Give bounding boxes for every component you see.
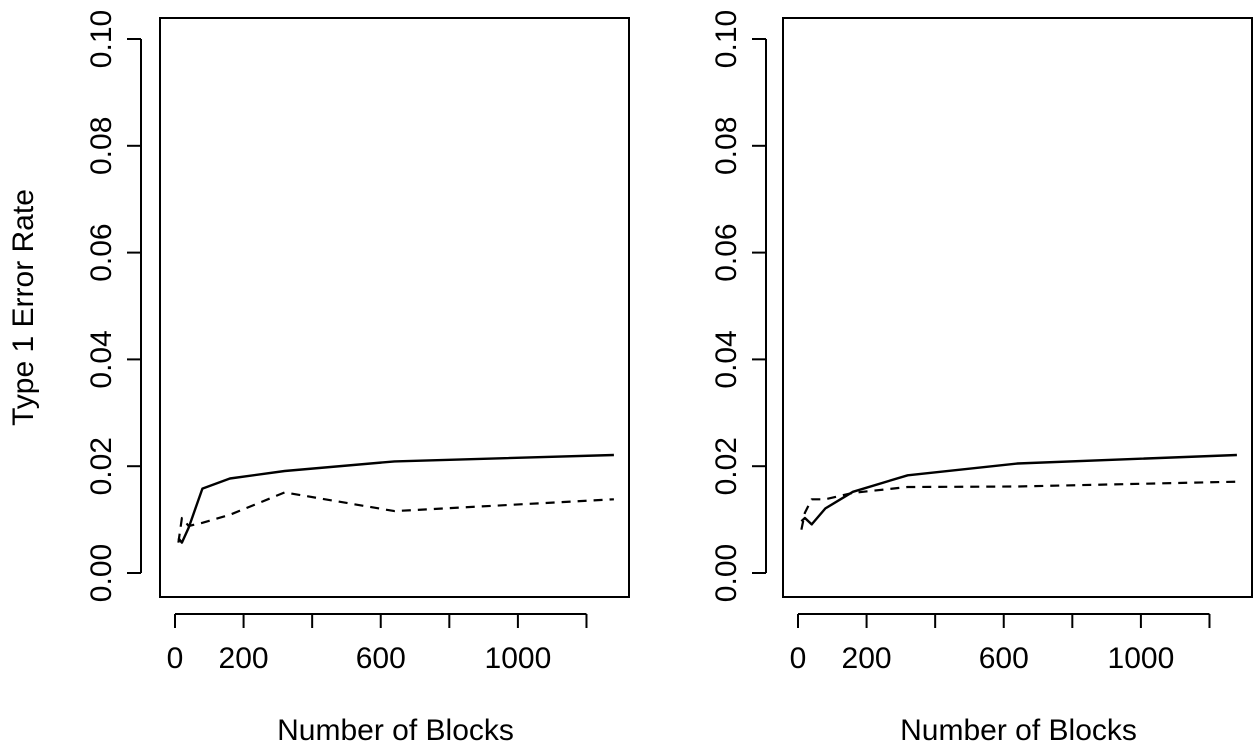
y-tick-label: 0.06 [85, 223, 118, 281]
series-line-solid [800, 453, 1237, 526]
plot-frame [782, 17, 1253, 598]
x-tick-label: 200 [219, 642, 269, 675]
series-line-dashed [800, 480, 1237, 530]
plot-frame [159, 17, 630, 598]
y-tick-label: 0.00 [710, 544, 743, 602]
y-tick-label: 0.08 [710, 117, 743, 175]
y-tick-label: 0.02 [85, 437, 118, 495]
y-tick-label: 0.04 [85, 330, 118, 388]
x-tick-label: 0 [790, 642, 807, 675]
x-axis-title: Number of Blocks [900, 714, 1137, 746]
x-tick-label: 600 [979, 642, 1029, 675]
y-axis-title: Type 1 Error Rate [7, 189, 40, 426]
x-tick-label: 200 [842, 642, 892, 675]
x-tick-label: 1000 [485, 642, 552, 675]
x-axis-title: Number of Blocks [277, 714, 514, 746]
y-tick-label: 0.08 [85, 117, 118, 175]
y-tick-label: 0.10 [710, 10, 743, 68]
chart-panel-1: 0 200 600 1000 0.00 0.02 0.04 0.06 0.08 0.10 Numbe… [7, 10, 630, 746]
series-line-dashed [177, 491, 614, 543]
chart-panel-2: 0 200 600 1000 0.00 0.02 0.04 0.06 0.08 0.10 Numbe… [710, 10, 1253, 746]
x-tick-label: 600 [356, 642, 406, 675]
y-tick-label: 0.00 [85, 544, 118, 602]
x-tick-label: 1000 [1108, 642, 1175, 675]
y-tick-label: 0.06 [710, 223, 743, 281]
y-tick-label: 0.04 [710, 330, 743, 388]
x-tick-label: 0 [167, 642, 184, 675]
series-line-solid [177, 453, 614, 544]
y-tick-label: 0.02 [710, 437, 743, 495]
y-tick-label: 0.10 [85, 10, 118, 68]
